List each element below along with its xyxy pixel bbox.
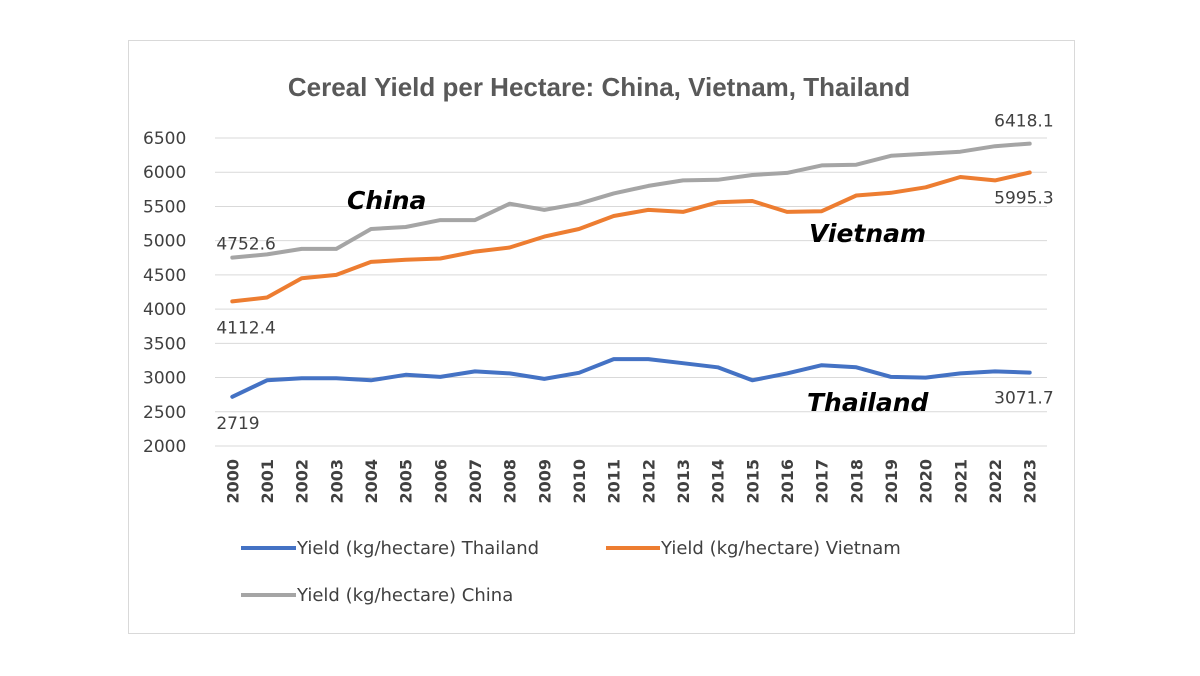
x-tick-label: 2020 bbox=[917, 459, 936, 504]
line-chart: Cereal Yield per Hectare: China, Vietnam… bbox=[143, 72, 1054, 606]
data-label: 2719 bbox=[216, 414, 259, 434]
x-axis-ticks: 2000 2001 2002 2003 2004 2005 2006 2007 2008 2009… bbox=[223, 459, 1039, 504]
chart-frame: Cereal Yield per Hectare: China, Vietnam… bbox=[128, 40, 1075, 634]
series-line-thailand bbox=[230, 357, 1032, 399]
x-tick-label: 2012 bbox=[639, 459, 658, 504]
x-tick-label: 2014 bbox=[709, 459, 728, 504]
y-tick-label: 6000 bbox=[143, 163, 186, 183]
x-tick-label: 2002 bbox=[293, 459, 312, 504]
x-tick-label: 2010 bbox=[570, 459, 589, 504]
y-tick-label: 3000 bbox=[143, 369, 186, 389]
x-tick-label: 2005 bbox=[397, 459, 416, 504]
x-tick-label: 2022 bbox=[986, 459, 1005, 504]
x-tick-label: 2023 bbox=[1021, 459, 1040, 504]
y-tick-label: 2000 bbox=[143, 437, 186, 457]
legend: Yield (kg/hectare) Thailand Yield (kg/he… bbox=[241, 538, 901, 606]
x-tick-label: 2011 bbox=[605, 459, 624, 504]
y-tick-label: 2500 bbox=[143, 403, 186, 423]
x-tick-label: 2003 bbox=[327, 459, 346, 504]
series-lines bbox=[230, 141, 1032, 399]
y-tick-label: 3500 bbox=[143, 334, 186, 354]
series-line-vietnam bbox=[230, 170, 1032, 304]
chart-title: Cereal Yield per Hectare: China, Vietnam… bbox=[288, 72, 910, 102]
x-tick-label: 2008 bbox=[501, 459, 520, 504]
data-labels: 4752.6 6418.1 4112.4 5995.3 2719 3071.7 bbox=[216, 112, 1053, 434]
series-line-china bbox=[230, 141, 1032, 260]
x-tick-label: 2000 bbox=[223, 459, 242, 504]
data-label: 3071.7 bbox=[994, 389, 1053, 409]
y-tick-label: 5500 bbox=[143, 197, 186, 217]
x-tick-label: 2013 bbox=[674, 459, 693, 504]
x-tick-label: 2017 bbox=[813, 459, 832, 504]
legend-label-vietnam: Yield (kg/hectare) Vietnam bbox=[660, 538, 901, 559]
x-tick-label: 2016 bbox=[778, 459, 797, 504]
data-label: 4752.6 bbox=[216, 235, 275, 255]
y-tick-label: 6500 bbox=[143, 129, 186, 149]
y-axis-ticks: 6500 6000 5500 5000 4500 4000 3500 3000 2500 2000 bbox=[143, 129, 186, 457]
data-label: 6418.1 bbox=[994, 112, 1053, 132]
x-tick-label: 2015 bbox=[743, 459, 762, 504]
x-tick-label: 2021 bbox=[951, 459, 970, 504]
x-tick-label: 2019 bbox=[882, 459, 901, 504]
x-tick-label: 2009 bbox=[535, 459, 554, 504]
x-tick-label: 2018 bbox=[847, 459, 866, 504]
data-label: 4112.4 bbox=[216, 318, 275, 338]
data-label: 5995.3 bbox=[994, 189, 1053, 209]
annotation-china: China bbox=[347, 186, 426, 215]
annotation-thailand: Thailand bbox=[807, 388, 930, 417]
x-tick-label: 2004 bbox=[362, 459, 381, 504]
x-tick-label: 2001 bbox=[258, 459, 277, 504]
legend-label-china: Yield (kg/hectare) China bbox=[296, 585, 513, 606]
y-tick-label: 4000 bbox=[143, 300, 186, 320]
annotation-vietnam: Vietnam bbox=[809, 219, 926, 248]
legend-label-thailand: Yield (kg/hectare) Thailand bbox=[296, 538, 539, 559]
y-tick-label: 5000 bbox=[143, 232, 186, 252]
x-tick-label: 2007 bbox=[466, 459, 485, 504]
y-tick-label: 4500 bbox=[143, 266, 186, 286]
x-tick-label: 2006 bbox=[431, 459, 450, 504]
